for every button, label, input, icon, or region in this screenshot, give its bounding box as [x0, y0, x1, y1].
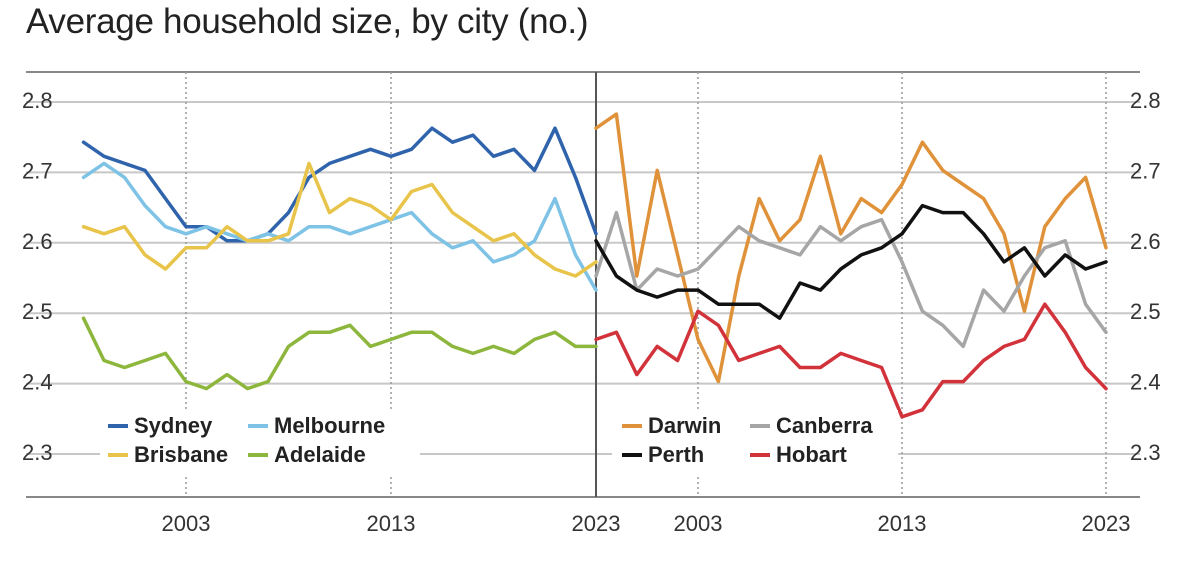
- x-tick-label-left: 2003: [162, 511, 211, 536]
- y-tick-label-right: 2.8: [1130, 88, 1161, 113]
- chart-title: Average household size, by city (no.): [26, 2, 589, 41]
- series-line-perth: [594, 203, 1108, 320]
- legend-label-adelaide: Adelaide: [274, 442, 366, 467]
- y-tick-label-right: 2.5: [1130, 299, 1161, 324]
- series-line-adelaide: [81, 316, 598, 391]
- series-line-brisbane: [81, 161, 598, 278]
- y-tick-label-right: 2.4: [1130, 370, 1161, 395]
- legend-label-brisbane: Brisbane: [134, 442, 228, 467]
- x-tick-label-right: 2003: [674, 511, 723, 536]
- y-tick-label-right: 2.3: [1130, 440, 1161, 465]
- legend-label-canberra: Canberra: [776, 413, 873, 438]
- y-tick-label-left: 2.5: [22, 299, 53, 324]
- series-line-hobart: [594, 302, 1108, 419]
- series-line-darwin: [594, 112, 1108, 384]
- legend-label-sydney: Sydney: [134, 413, 213, 438]
- y-tick-label-left: 2.8: [22, 88, 53, 113]
- legend-label-perth: Perth: [648, 442, 704, 467]
- y-tick-label-left: 2.6: [22, 229, 53, 254]
- y-tick-label-left: 2.3: [22, 440, 53, 465]
- legend-background-left: [100, 410, 420, 476]
- y-tick-label-right: 2.7: [1130, 158, 1161, 183]
- x-tick-label-left: 2013: [367, 511, 416, 536]
- x-tick-label-right: 2013: [878, 511, 927, 536]
- x-tick-label-right: 2023: [1082, 511, 1131, 536]
- series-line-melbourne: [81, 161, 598, 292]
- y-tick-label-right: 2.6: [1130, 229, 1161, 254]
- legend-label-darwin: Darwin: [648, 413, 721, 438]
- x-tick-label-left: 2023: [572, 511, 621, 536]
- y-tick-label-left: 2.7: [22, 158, 53, 183]
- legend-background-right: [612, 410, 898, 476]
- series-line-canberra: [594, 210, 1108, 349]
- legend-label-melbourne: Melbourne: [274, 413, 385, 438]
- legend-label-hobart: Hobart: [776, 442, 848, 467]
- series-line-sydney: [81, 126, 598, 243]
- y-tick-label-left: 2.4: [22, 370, 53, 395]
